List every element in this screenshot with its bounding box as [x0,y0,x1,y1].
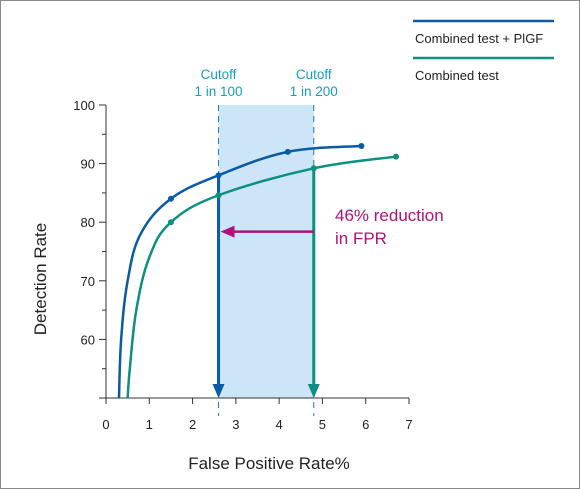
x-axis-label: False Positive Rate% [188,454,350,473]
x-tick-label: 7 [405,417,412,432]
x-tick-label: 0 [102,417,109,432]
annotation-line2: in FPR [335,229,387,248]
x-tick-label: 5 [319,417,326,432]
series-combined-plgf-point [284,148,291,155]
series-combined-point [215,192,222,199]
series-combined-plgf-point [215,172,222,179]
cutoff-label-line2: 1 in 100 [195,84,243,99]
annotation-line1: 46% reduction [335,206,444,225]
x-tick-label: 4 [276,417,283,432]
shaded-cutoff-band [218,105,314,398]
cutoff-label-line1: Cutoff [296,67,332,82]
cutoff-label-line2: 1 in 200 [290,84,338,99]
drop-arrow-teal-head [307,384,320,398]
x-tick-label: 6 [362,417,369,432]
legend-label-combined-plgf: Combined test + PlGF [415,31,543,46]
y-tick-label: 90 [81,157,95,172]
series-combined-plgf-point [167,195,174,202]
y-tick-label: 100 [73,98,95,113]
drop-arrow-blue-head [212,384,225,398]
cutoff-label-line1: Cutoff [201,67,237,82]
y-axis-label: Detection Rate [31,223,50,335]
x-tick-label: 3 [232,417,239,432]
y-tick-label: 70 [81,274,95,289]
fpr-reduction-arrow-head [220,225,235,238]
series-combined-plgf-point [358,143,365,150]
x-tick-label: 2 [189,417,196,432]
series-combined-point [310,165,317,172]
series-combined-point [167,219,174,226]
y-tick-label: 60 [81,332,95,347]
x-tick-label: 1 [146,417,153,432]
legend-label-combined: Combined test [415,68,499,83]
y-tick-label: 80 [81,215,95,230]
series-combined-point [393,153,400,160]
